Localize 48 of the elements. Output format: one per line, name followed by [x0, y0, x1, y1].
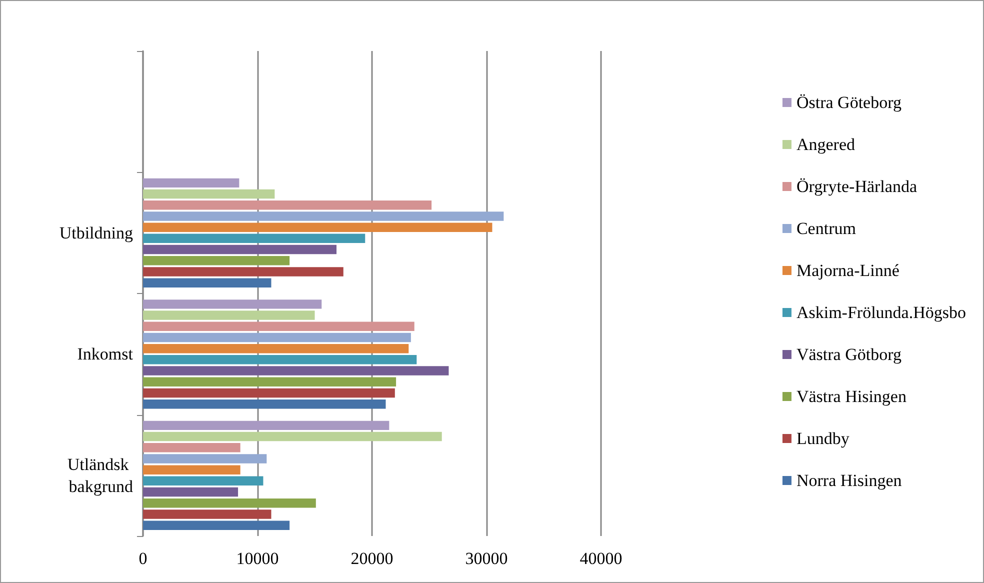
legend-label: Angered: [796, 135, 856, 154]
bar: [143, 300, 322, 309]
legend-label: Örgryte-Härlanda: [796, 177, 918, 196]
y-tick-label: Utbildning: [59, 223, 134, 242]
bar: [143, 212, 504, 221]
bar: [143, 420, 390, 430]
bar: [143, 510, 272, 519]
bar: [143, 189, 275, 199]
y-tick-label: Inkomst: [77, 344, 134, 364]
y-tick-label: Utländsk bakgrund: [67, 454, 134, 496]
x-tick-label: 30000: [465, 549, 508, 568]
x-tick-label: 10000: [236, 549, 279, 568]
bar: [143, 332, 411, 342]
bar: [143, 432, 442, 442]
legend-label: Östra Göteborg: [796, 93, 902, 112]
bar: [143, 520, 290, 530]
bar: [143, 476, 264, 486]
legend-label: Västra Hisingen: [796, 387, 907, 406]
legend-label: Askim-Frölunda.Högsbo: [796, 303, 966, 322]
bar: [143, 465, 240, 474]
x-tick-label: 0: [138, 549, 148, 568]
bar: [143, 487, 238, 497]
legend-label: Majorna-Linné: [796, 261, 900, 280]
bar: [143, 498, 316, 508]
bar: [143, 310, 315, 320]
bar: [143, 256, 290, 266]
bar: [143, 234, 366, 244]
bar: [143, 267, 344, 276]
x-tick-label: 40000: [580, 549, 622, 568]
legend-label: Norra Hisingen: [796, 471, 902, 490]
bar: [143, 222, 492, 232]
legend-label: Lundby: [796, 429, 850, 448]
bar: [143, 344, 409, 354]
legend-label: Centrum: [796, 219, 856, 238]
x-tick-label: 20000: [350, 549, 394, 568]
bar: [143, 322, 414, 332]
bar: [143, 355, 417, 364]
legend-label: Västra Götborg: [796, 345, 902, 364]
bar: [143, 244, 337, 254]
bar: [143, 200, 432, 210]
bar: [143, 388, 395, 398]
bar: [143, 454, 267, 464]
bar: [143, 443, 240, 452]
bar: [143, 178, 240, 188]
bar: [143, 399, 386, 409]
bar: [143, 366, 449, 376]
bar: [143, 377, 396, 386]
bar: [143, 278, 272, 288]
